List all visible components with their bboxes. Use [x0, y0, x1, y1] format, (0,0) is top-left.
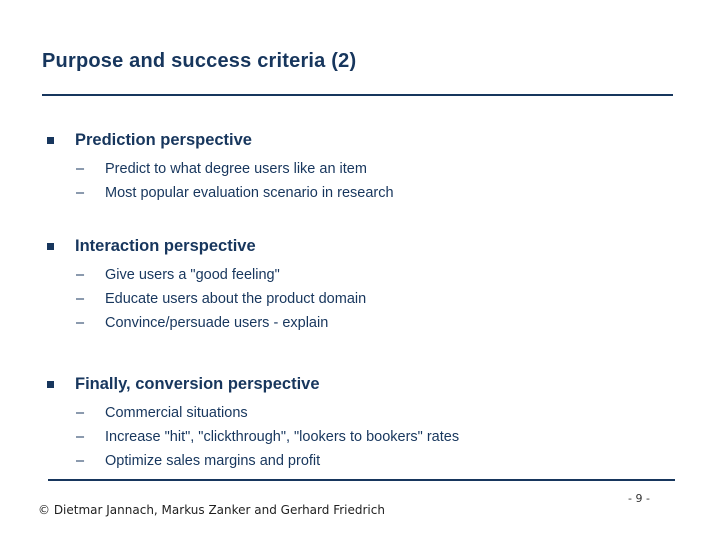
- dash-bullet-icon: –: [76, 315, 85, 331]
- section-heading-row: Interaction perspective: [0, 236, 720, 256]
- bullet-item: – Give users a "good feeling": [0, 263, 720, 287]
- title-underline: [42, 94, 673, 96]
- bullet-item: – Convince/persuade users - explain: [0, 311, 720, 335]
- footer-copyright: © Dietmar Jannach, Markus Zanker and Ger…: [38, 503, 385, 517]
- square-bullet-icon: [47, 242, 54, 250]
- bullet-item-text: Convince/persuade users - explain: [105, 315, 329, 331]
- bullet-section: Interaction perspective – Give users a "go…: [0, 236, 720, 335]
- bullet-item: – Most popular evaluation scenario in res…: [0, 181, 720, 205]
- square-bullet-icon: [47, 380, 54, 388]
- bullet-item-text: Most popular evaluation scenario in rese…: [105, 185, 394, 201]
- page-title: Purpose and success criteria (2): [42, 50, 357, 72]
- section-heading: Interaction perspective: [75, 236, 256, 255]
- section-heading: Prediction perspective: [75, 130, 252, 149]
- bullet-section: Prediction perspective – Predict to what d…: [0, 130, 720, 205]
- dash-bullet-icon: –: [76, 267, 85, 283]
- section-heading-row: Finally, conversion perspective: [0, 374, 720, 394]
- bullet-list: – Give users a "good feeling" – Educate use…: [0, 263, 720, 335]
- bullet-item-text: Increase "hit", "clickthrough", "lookers…: [105, 429, 460, 445]
- bullet-item: – Commercial situations: [0, 401, 720, 425]
- bullet-item: – Educate users about the product domain: [0, 287, 720, 311]
- bullet-item: – Predict to what degree users like an it…: [0, 157, 720, 181]
- dash-bullet-icon: –: [76, 185, 85, 201]
- bullet-item-text: Optimize sales margins and profit: [105, 453, 321, 469]
- bullet-item: – Optimize sales margins and profit: [0, 449, 720, 473]
- bullet-item-text: Educate users about the product domain: [105, 291, 367, 307]
- dash-bullet-icon: –: [76, 291, 85, 307]
- section-heading: Finally, conversion perspective: [75, 374, 320, 393]
- bullet-list: – Commercial situations – Increase "hit", "…: [0, 401, 720, 473]
- bullet-section: Finally, conversion perspective – Commerci…: [0, 374, 720, 473]
- bullet-list: – Predict to what degree users like an it…: [0, 157, 720, 205]
- square-bullet-icon: [47, 136, 54, 144]
- dash-bullet-icon: –: [76, 453, 85, 469]
- dash-bullet-icon: –: [76, 405, 85, 421]
- bullet-item: – Increase "hit", "clickthrough", "looker…: [0, 425, 720, 449]
- dash-bullet-icon: –: [76, 429, 85, 445]
- bullet-item-text: Commercial situations: [105, 405, 248, 421]
- bullet-item-text: Predict to what degree users like an ite…: [105, 161, 367, 177]
- bullet-item-text: Give users a "good feeling": [105, 267, 280, 283]
- footer-divider: [48, 479, 675, 481]
- page-number: - 9 -: [628, 492, 650, 505]
- dash-bullet-icon: –: [76, 161, 85, 177]
- section-heading-row: Prediction perspective: [0, 130, 720, 150]
